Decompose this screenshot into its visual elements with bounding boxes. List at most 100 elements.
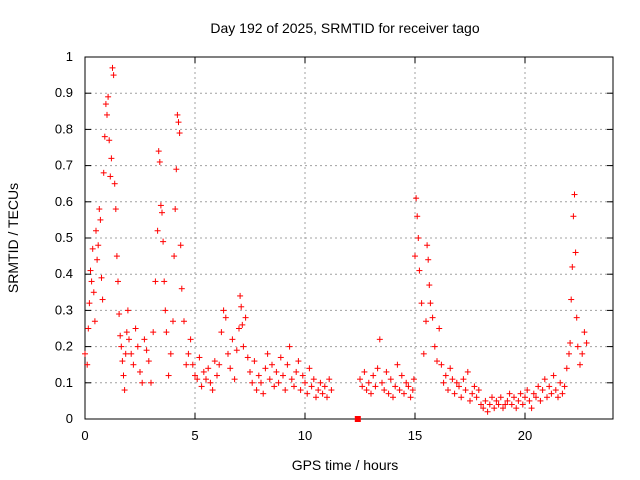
- y-tick-label: 0.2: [55, 339, 73, 354]
- data-point: [436, 325, 443, 332]
- data-point: [555, 394, 561, 401]
- data-point: [497, 394, 504, 401]
- data-point: [326, 376, 333, 383]
- data-point: [569, 263, 576, 270]
- data-point: [277, 354, 284, 361]
- gap-marker: [354, 416, 361, 422]
- data-point: [238, 303, 245, 310]
- data-point: [315, 387, 322, 394]
- data-point: [412, 253, 418, 260]
- data-point: [84, 361, 91, 368]
- data-point: [552, 387, 559, 394]
- data-point: [456, 383, 462, 390]
- data-point: [137, 368, 143, 375]
- data-point: [96, 206, 103, 213]
- data-point: [423, 318, 429, 325]
- data-point: [495, 401, 502, 408]
- data-point: [445, 387, 451, 394]
- data-point: [438, 361, 445, 368]
- data-point: [194, 376, 201, 383]
- data-point: [162, 307, 169, 314]
- data-point: [157, 202, 164, 209]
- data-point: [119, 358, 126, 365]
- data-point: [504, 397, 511, 404]
- data-point: [101, 133, 108, 140]
- data-point: [253, 387, 260, 394]
- data-point: [85, 325, 92, 332]
- data-point: [247, 368, 253, 375]
- x-tick-label: 10: [298, 428, 312, 443]
- data-point: [239, 321, 246, 328]
- data-point: [310, 376, 317, 383]
- data-point: [363, 387, 370, 394]
- data-point: [222, 314, 229, 321]
- data-point: [163, 329, 170, 336]
- data-point: [171, 253, 178, 260]
- data-point: [242, 314, 249, 321]
- data-point: [324, 394, 330, 401]
- data-point: [271, 383, 278, 390]
- data-point: [156, 158, 163, 165]
- y-tick-label: 0.4: [55, 266, 73, 281]
- data-point: [82, 350, 88, 357]
- data-point: [374, 365, 381, 372]
- grid-layer: [85, 57, 613, 419]
- data-point: [519, 401, 526, 408]
- data-point: [321, 383, 328, 390]
- y-tick-label: 0.3: [55, 302, 73, 317]
- data-point: [264, 350, 271, 357]
- data-point: [359, 383, 366, 390]
- data-point: [328, 387, 335, 394]
- data-point: [416, 267, 423, 274]
- data-point: [570, 213, 577, 220]
- data-point: [227, 365, 234, 372]
- data-point: [260, 390, 267, 397]
- data-point: [478, 401, 484, 408]
- data-point: [462, 387, 469, 394]
- data-point: [306, 365, 313, 372]
- data-point: [291, 383, 297, 390]
- data-point: [145, 358, 152, 365]
- data-point: [192, 372, 198, 379]
- data-point: [113, 253, 120, 260]
- data-point: [420, 350, 427, 357]
- data-point: [175, 119, 182, 126]
- data-point: [112, 206, 119, 213]
- data-point: [251, 358, 258, 365]
- data-point: [150, 329, 157, 336]
- data-point: [383, 368, 390, 375]
- data-point: [308, 383, 315, 390]
- data-point: [91, 318, 98, 325]
- data-point: [88, 278, 95, 285]
- data-point: [200, 368, 207, 375]
- data-point: [425, 256, 432, 263]
- data-point: [409, 387, 416, 394]
- data-point: [273, 368, 280, 375]
- data-point: [209, 387, 216, 394]
- data-point: [491, 405, 498, 412]
- data-point: [177, 242, 184, 249]
- data-point: [486, 401, 493, 408]
- data-point: [313, 394, 319, 401]
- y-tick-label: 0: [66, 411, 73, 426]
- data-point: [154, 227, 161, 234]
- data-point: [102, 101, 109, 108]
- data-point: [176, 130, 183, 137]
- data-point: [134, 343, 141, 350]
- data-point: [528, 405, 535, 412]
- data-point: [407, 394, 414, 401]
- data-point: [401, 390, 407, 397]
- data-point: [262, 365, 269, 372]
- data-point: [111, 180, 118, 187]
- data-point: [90, 289, 97, 296]
- data-point: [451, 390, 458, 397]
- x-tick-label: 15: [408, 428, 422, 443]
- data-point: [207, 379, 214, 386]
- data-point: [155, 148, 162, 155]
- data-point: [128, 350, 135, 357]
- data-point: [410, 376, 417, 383]
- y-tick-label: 0.9: [55, 85, 73, 100]
- data-point: [282, 387, 289, 394]
- data-point: [579, 350, 586, 357]
